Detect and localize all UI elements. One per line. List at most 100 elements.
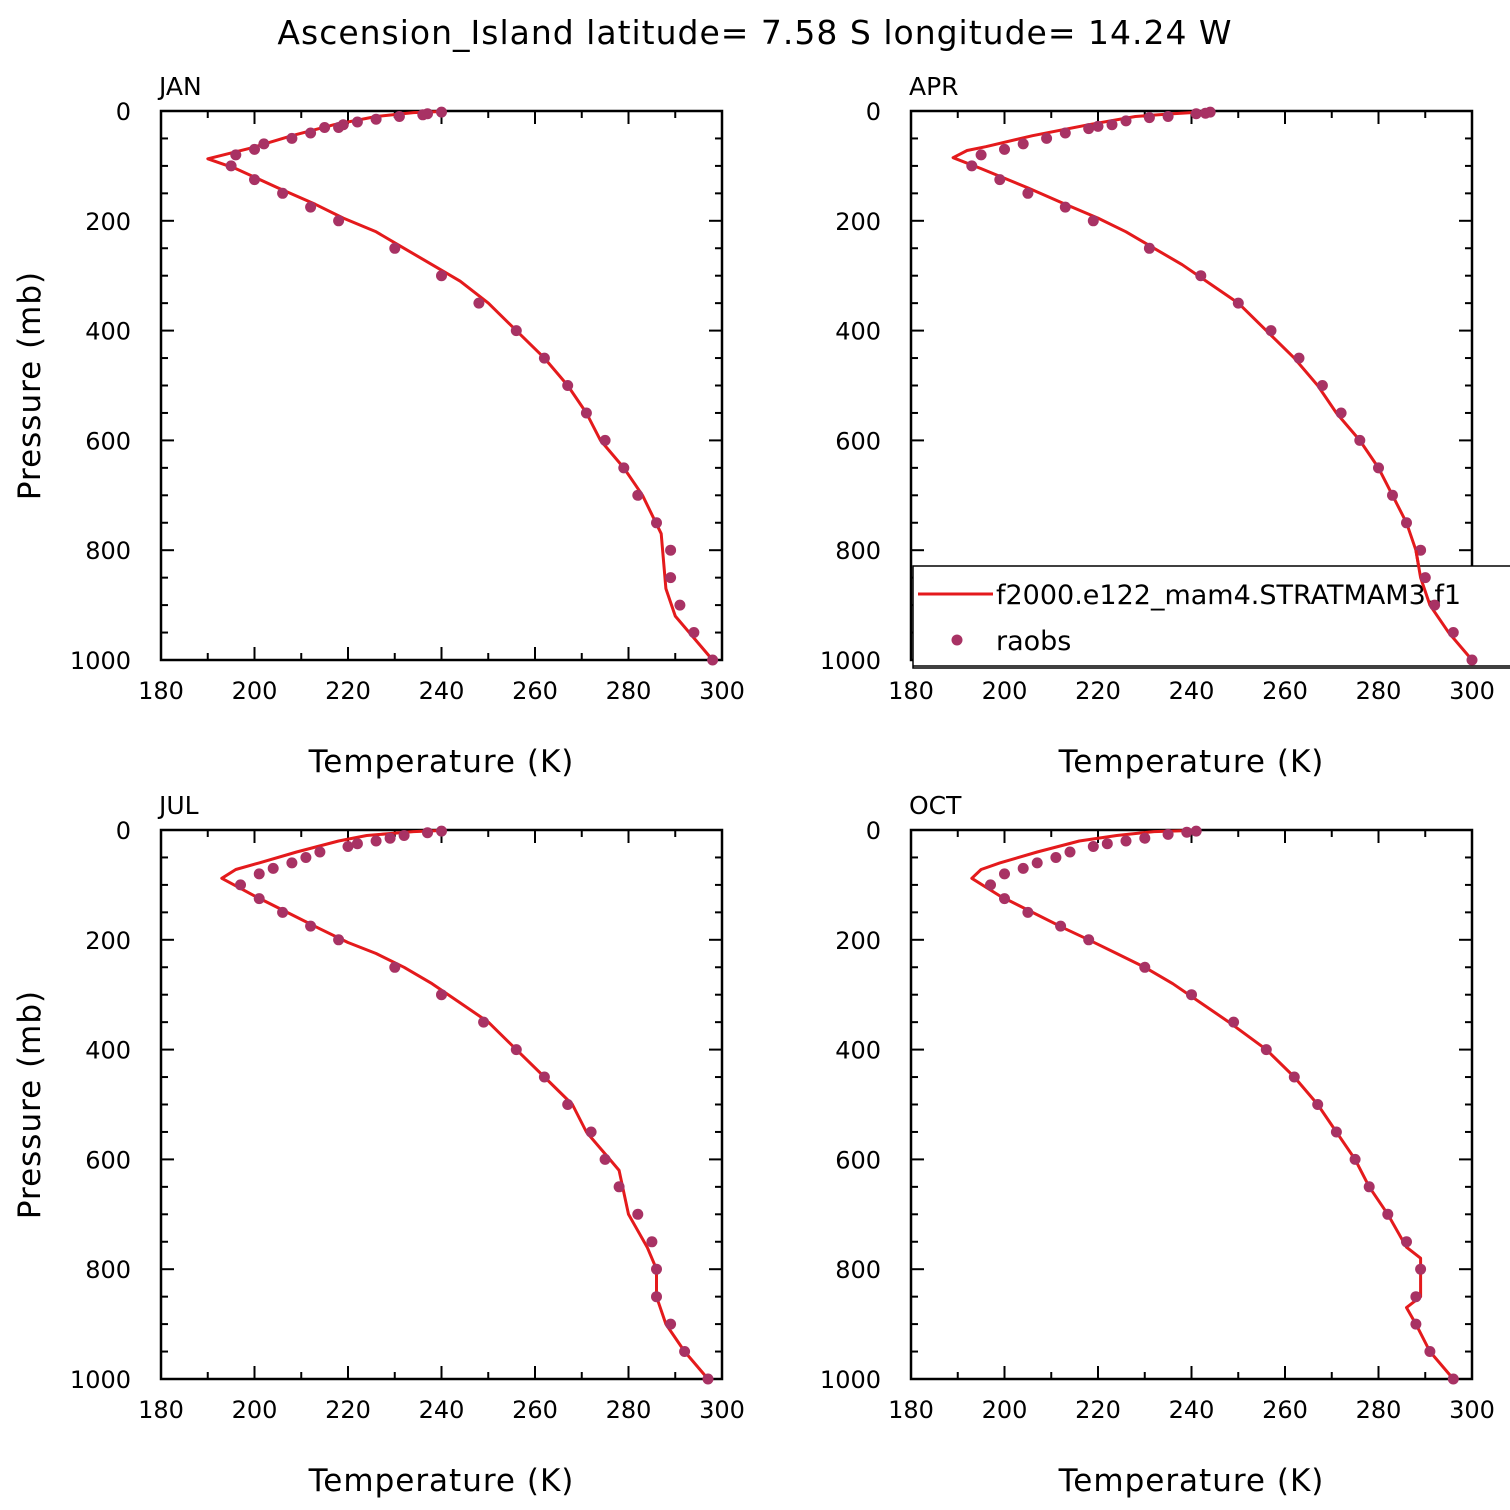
raobs-point bbox=[1101, 838, 1113, 850]
y-axis-label: Pressure (mb) bbox=[12, 271, 48, 500]
y-tick-label: 800 bbox=[85, 537, 131, 565]
raobs-point bbox=[1200, 107, 1211, 119]
raobs-point bbox=[1139, 832, 1151, 844]
raobs-point bbox=[510, 325, 522, 337]
y-tick-label: 0 bbox=[866, 817, 881, 845]
x-tick-label: 260 bbox=[512, 677, 558, 705]
raobs-point bbox=[1316, 380, 1328, 391]
plot-frame bbox=[159, 828, 724, 1381]
panel-oct: OCT 180 200 220 240 260 280 300 0 200 400 600 800 100… bbox=[820, 791, 1495, 1499]
raobs-point bbox=[436, 989, 447, 1001]
x-tick-label: 200 bbox=[232, 1396, 278, 1424]
raobs-point bbox=[651, 1263, 662, 1275]
raobs-point bbox=[1288, 1071, 1300, 1083]
y-axis-label: Pressure (mb) bbox=[12, 990, 48, 1219]
series-line-model bbox=[970, 829, 1455, 1380]
raobs-point bbox=[389, 242, 401, 254]
panel-apr: APR 180 200 220 240 260 280 300 0 200 400 600 800 100… bbox=[820, 72, 1495, 780]
y-tick-label: 0 bbox=[116, 817, 131, 845]
raobs-point bbox=[1354, 434, 1366, 446]
raobs-point bbox=[580, 407, 592, 419]
x-tick-label: 260 bbox=[512, 1396, 558, 1424]
raobs-point bbox=[417, 109, 429, 121]
y-tick-label: 600 bbox=[835, 427, 881, 455]
raobs-point bbox=[1031, 857, 1043, 869]
raobs-point bbox=[632, 489, 644, 501]
raobs-point bbox=[333, 122, 345, 133]
raobs-point bbox=[1447, 627, 1459, 638]
x-tick-label: 240 bbox=[1169, 1396, 1215, 1424]
x-tick-label: 260 bbox=[1262, 1396, 1308, 1424]
raobs-point bbox=[1059, 127, 1071, 139]
raobs-point bbox=[1190, 108, 1202, 120]
raobs-point bbox=[646, 1236, 658, 1248]
x-tick-label: 280 bbox=[1356, 1396, 1402, 1424]
raobs-point bbox=[351, 838, 363, 850]
raobs-point bbox=[665, 572, 677, 584]
raobs-point bbox=[999, 893, 1010, 905]
x-tick-label: 300 bbox=[1449, 677, 1495, 705]
raobs-point bbox=[1143, 112, 1155, 124]
x-axis-label: Temperature (K) bbox=[308, 1463, 575, 1499]
legend-dots-label: raobs bbox=[996, 626, 1071, 657]
raobs-point bbox=[562, 380, 574, 391]
raobs-point bbox=[225, 160, 237, 172]
raobs-point bbox=[1293, 352, 1305, 364]
raobs-point bbox=[966, 160, 978, 172]
raobs-point bbox=[1419, 572, 1431, 584]
raobs-point bbox=[1017, 862, 1029, 874]
raobs-point bbox=[1050, 852, 1062, 863]
raobs-point bbox=[1022, 187, 1034, 199]
raobs-point bbox=[1120, 835, 1132, 847]
x-axis-label: Temperature (K) bbox=[308, 744, 575, 780]
raobs-point bbox=[1415, 1263, 1427, 1275]
raobs-point bbox=[613, 1181, 625, 1193]
raobs-point bbox=[651, 1291, 662, 1303]
raobs-point bbox=[1059, 201, 1071, 213]
y-tick-label: 1000 bbox=[820, 1366, 881, 1394]
y-tick-label: 0 bbox=[866, 98, 881, 126]
raobs-point bbox=[665, 1318, 677, 1330]
y-tick-label: 400 bbox=[85, 318, 131, 346]
raobs-point bbox=[277, 187, 289, 199]
raobs-point bbox=[1228, 1016, 1240, 1028]
raobs-point bbox=[473, 297, 485, 309]
raobs-point bbox=[1373, 462, 1384, 474]
raobs-point bbox=[398, 830, 410, 841]
y-tick-label: 800 bbox=[835, 537, 881, 565]
x-tick-label: 300 bbox=[699, 1396, 745, 1424]
x-tick-label: 280 bbox=[606, 1396, 652, 1424]
raobs-point bbox=[370, 113, 382, 125]
raobs-point bbox=[300, 852, 312, 863]
raobs-point bbox=[319, 122, 331, 133]
raobs-point bbox=[702, 1373, 714, 1385]
raobs-point bbox=[286, 132, 298, 144]
y-tick-label: 1000 bbox=[70, 647, 131, 675]
raobs-point bbox=[1335, 407, 1347, 419]
x-tick-label: 240 bbox=[419, 677, 465, 705]
x-tick-label: 300 bbox=[1449, 1396, 1495, 1424]
raobs-point bbox=[999, 868, 1010, 880]
raobs-point bbox=[1041, 132, 1053, 144]
raobs-point bbox=[1387, 489, 1398, 501]
raobs-point bbox=[258, 138, 270, 150]
raobs-point bbox=[393, 111, 405, 122]
raobs-point bbox=[599, 434, 611, 446]
panel-title: JUL bbox=[157, 791, 199, 820]
x-axis-label: Temperature (K) bbox=[1058, 1463, 1325, 1499]
y-tick-label: 400 bbox=[835, 318, 881, 346]
x-tick-label: 220 bbox=[325, 1396, 371, 1424]
legend-dot-swatch bbox=[951, 634, 963, 646]
x-tick-label: 180 bbox=[138, 677, 184, 705]
x-tick-label: 240 bbox=[419, 1396, 465, 1424]
x-tick-label: 200 bbox=[232, 677, 278, 705]
raobs-point bbox=[249, 143, 260, 155]
y-tick-label: 200 bbox=[835, 927, 881, 955]
raobs-point bbox=[1410, 1318, 1422, 1330]
raobs-point bbox=[389, 961, 401, 973]
raobs-point bbox=[230, 149, 242, 161]
y-tick-label: 200 bbox=[85, 208, 131, 236]
raobs-point bbox=[1083, 123, 1095, 135]
